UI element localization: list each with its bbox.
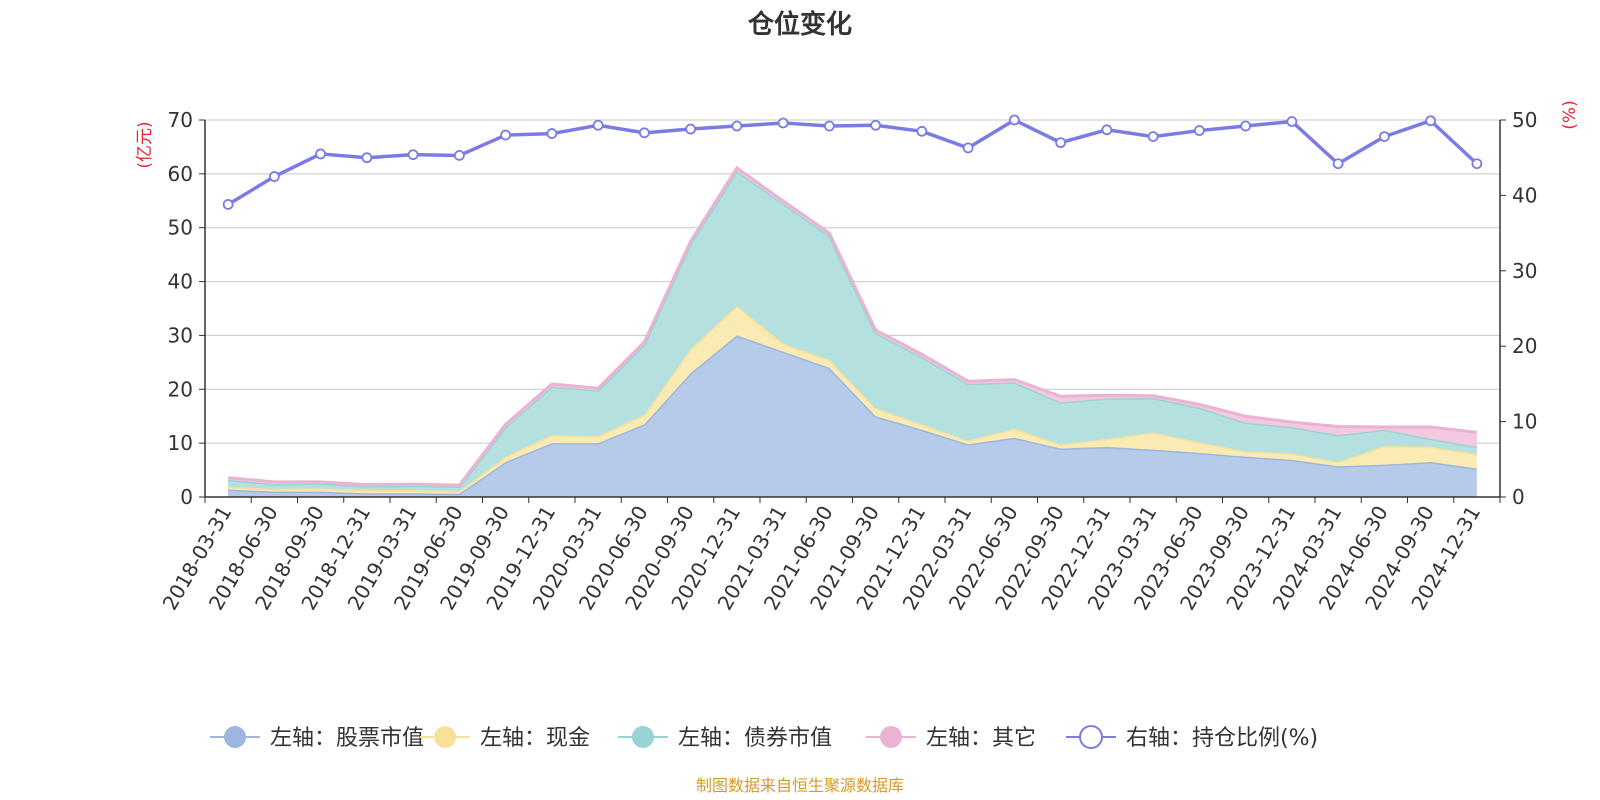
ratio-point-2018-06-30 <box>268 171 280 182</box>
left-tick-label-10: 10 <box>168 431 193 455</box>
legend-label-3: 左轴：其它 <box>926 726 1036 751</box>
legend: 左轴：股票市值 左轴：现金 左轴：债券市值 左轴：其它 右轴：持仓比例(%) <box>210 725 1318 751</box>
legend-label-4: 右轴：持仓比例(%) <box>1126 726 1318 751</box>
ratio-point-2021-06-30 <box>823 120 835 132</box>
ratio-point-2023-12-31 <box>1286 116 1298 127</box>
ratio-point-2020-09-30 <box>685 123 697 135</box>
legend-swatch-marker-1 <box>434 726 456 748</box>
right-tick-label-50: 50 <box>1512 108 1537 132</box>
ratio-point-2020-03-31 <box>592 119 604 131</box>
legend-swatch-marker-0 <box>224 726 246 748</box>
right-tick-label-10: 10 <box>1512 410 1537 434</box>
legend-item-0: 左轴：股票市值 <box>210 726 424 751</box>
legend-label-0: 左轴：股票市值 <box>270 726 424 751</box>
left-tick-label-20: 20 <box>168 377 193 401</box>
ratio-point-2018-12-31 <box>361 152 373 164</box>
legend-item-2: 左轴：债券市值 <box>618 726 832 751</box>
right-tick-label-0: 0 <box>1512 485 1525 509</box>
ratio-point-2021-03-31 <box>777 117 789 129</box>
ratio-point-2023-03-31 <box>1147 131 1159 142</box>
right-tick-label-20: 20 <box>1512 334 1537 358</box>
left-axis-unit-label: (亿元) <box>135 121 155 168</box>
ratio-point-2024-03-31 <box>1332 158 1344 170</box>
ratio-point-2024-12-31 <box>1471 158 1483 170</box>
area-edge-series-3 <box>227 165 1478 487</box>
left-tick-label-50: 50 <box>168 216 193 240</box>
chart-title: 仓位变化 <box>747 9 852 40</box>
ratio-point-2018-03-31 <box>222 199 234 210</box>
left-tick-label-40: 40 <box>168 270 193 294</box>
source-note: 制图数据来自恒生聚源数据库 <box>696 776 904 795</box>
right-tick-label-40: 40 <box>1512 183 1537 207</box>
left-tick-label-60: 60 <box>168 162 193 186</box>
ratio-point-2023-06-30 <box>1193 125 1205 136</box>
area-series-1 <box>228 305 1477 494</box>
stacked-areas <box>227 165 1478 497</box>
ratio-point-2022-12-31 <box>1101 124 1113 136</box>
left-tick-label-0: 0 <box>180 485 193 509</box>
ratio-point-2022-09-30 <box>1055 137 1067 149</box>
legend-swatch-marker-2 <box>632 726 654 748</box>
legend-swatch-marker-4 <box>1079 725 1103 749</box>
ratio-point-2023-09-30 <box>1240 120 1252 132</box>
ratio-point-2022-03-31 <box>962 142 974 154</box>
ratio-point-2018-09-30 <box>315 148 327 160</box>
legend-item-4: 右轴：持仓比例(%) <box>1066 725 1318 751</box>
area-series-2 <box>228 171 1477 492</box>
ratio-point-2020-12-31 <box>731 120 743 132</box>
ratio-line-path <box>227 118 1479 206</box>
ratio-point-2019-06-30 <box>453 150 465 161</box>
ratio-point-2019-12-31 <box>546 128 558 139</box>
ratio-point-2024-09-30 <box>1425 115 1437 127</box>
legend-item-3: 左轴：其它 <box>866 726 1036 751</box>
ratio-point-2021-09-30 <box>870 119 882 131</box>
legend-label-1: 左轴：现金 <box>480 726 590 751</box>
ratio-point-2020-06-30 <box>638 127 650 139</box>
right-axis-unit-label: (%) <box>1560 100 1580 129</box>
legend-swatch-marker-3 <box>880 726 902 748</box>
legend-label-2: 左轴：债券市值 <box>678 726 832 751</box>
position-ratio-line <box>222 114 1483 210</box>
ratio-point-2021-12-31 <box>916 125 928 137</box>
ratio-point-2022-06-30 <box>1008 114 1020 126</box>
left-tick-label-30: 30 <box>168 323 193 347</box>
ratio-point-2019-03-31 <box>407 149 419 161</box>
right-tick-label-30: 30 <box>1512 259 1537 283</box>
ratio-point-2019-09-30 <box>500 129 512 141</box>
left-tick-label-70: 70 <box>168 108 193 132</box>
ratio-point-2024-06-30 <box>1378 131 1390 142</box>
legend-item-1: 左轴：现金 <box>420 726 590 751</box>
area-series-0 <box>228 335 1477 497</box>
